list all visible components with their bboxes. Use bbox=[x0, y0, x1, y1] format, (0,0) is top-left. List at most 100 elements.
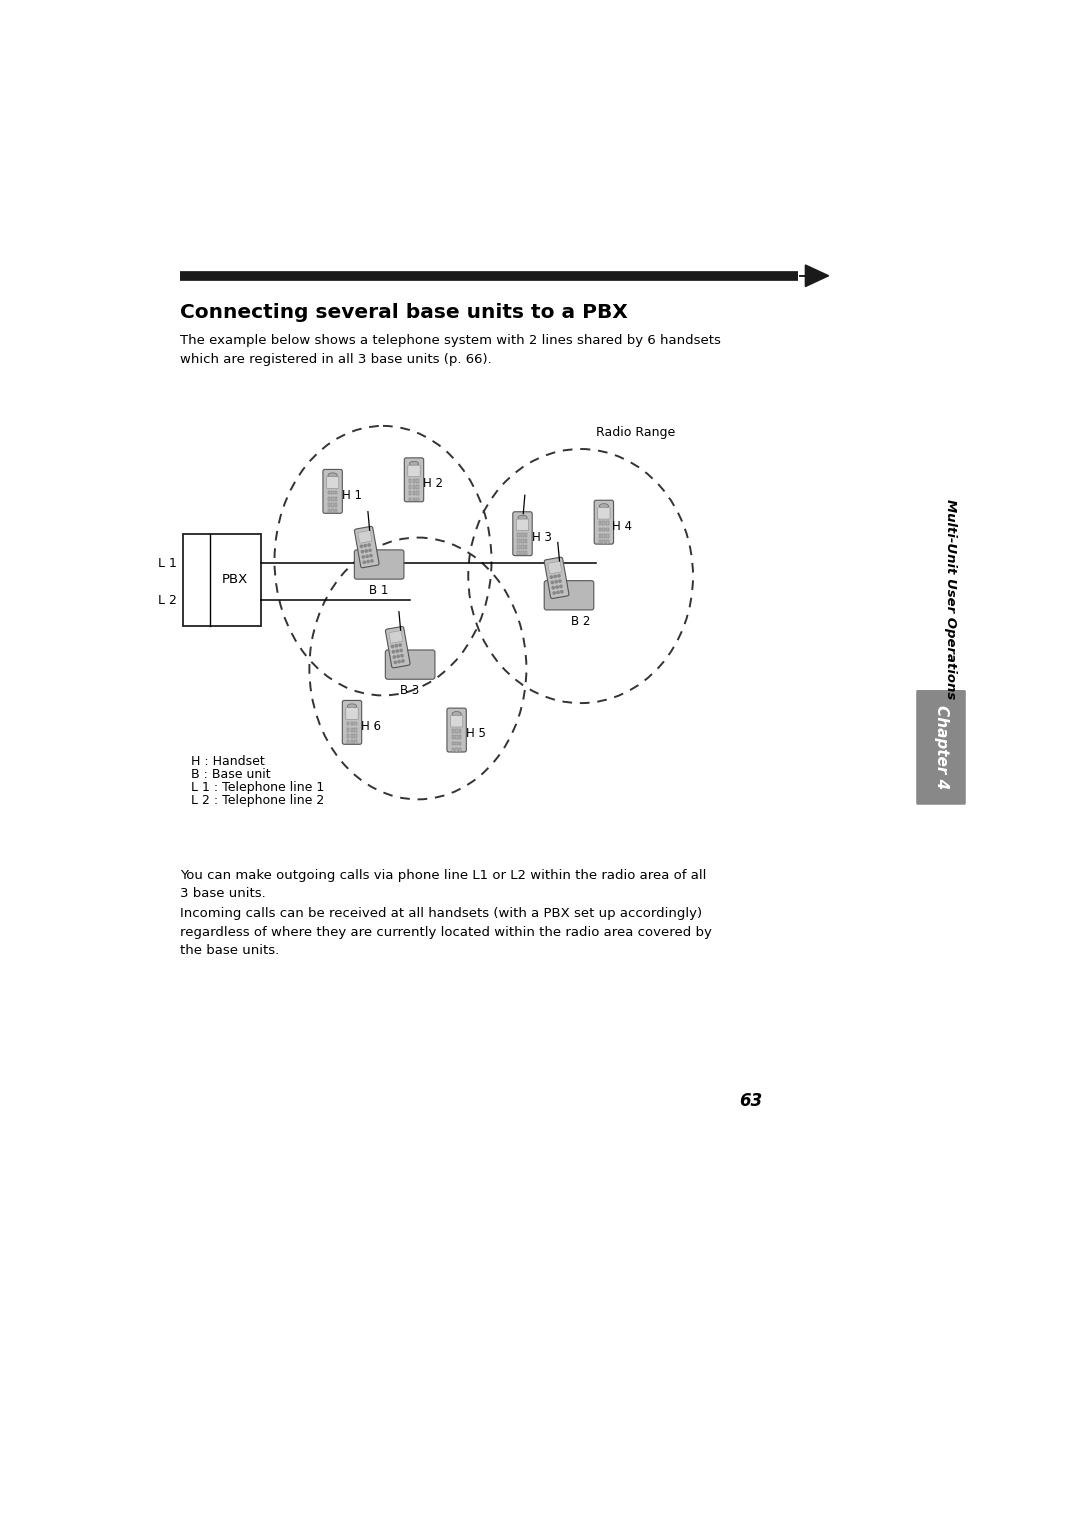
FancyBboxPatch shape bbox=[386, 626, 410, 668]
Bar bbox=[183, 533, 260, 626]
Ellipse shape bbox=[451, 712, 461, 717]
Text: 63: 63 bbox=[740, 1093, 762, 1109]
Circle shape bbox=[557, 591, 559, 593]
Text: H 4: H 4 bbox=[611, 520, 632, 533]
Circle shape bbox=[402, 660, 404, 662]
Bar bbox=[451, 735, 454, 740]
Bar bbox=[354, 727, 356, 732]
FancyBboxPatch shape bbox=[389, 631, 403, 643]
Circle shape bbox=[363, 561, 365, 564]
Text: L 2 : Telephone line 2: L 2 : Telephone line 2 bbox=[191, 795, 324, 807]
Bar bbox=[521, 533, 524, 536]
Circle shape bbox=[370, 559, 373, 562]
Bar bbox=[606, 527, 608, 532]
Circle shape bbox=[364, 544, 366, 547]
Bar bbox=[332, 503, 334, 507]
Bar bbox=[409, 486, 411, 489]
Text: L 1 : Telephone line 1: L 1 : Telephone line 1 bbox=[191, 781, 324, 795]
Bar bbox=[416, 486, 419, 489]
Bar bbox=[332, 509, 334, 513]
FancyBboxPatch shape bbox=[447, 707, 467, 752]
Circle shape bbox=[368, 544, 370, 545]
Bar bbox=[598, 521, 602, 526]
Bar bbox=[525, 533, 527, 536]
Circle shape bbox=[396, 649, 399, 652]
Text: B 2: B 2 bbox=[571, 614, 591, 628]
FancyBboxPatch shape bbox=[408, 465, 420, 477]
Bar bbox=[521, 539, 524, 542]
Ellipse shape bbox=[409, 461, 419, 466]
Circle shape bbox=[369, 549, 372, 552]
Ellipse shape bbox=[348, 704, 356, 709]
FancyBboxPatch shape bbox=[513, 512, 532, 556]
Bar bbox=[521, 552, 524, 555]
Text: H 6: H 6 bbox=[362, 720, 381, 733]
Bar bbox=[603, 521, 605, 526]
FancyBboxPatch shape bbox=[548, 561, 562, 575]
Bar bbox=[451, 729, 454, 733]
Bar bbox=[517, 539, 519, 542]
Bar bbox=[451, 747, 454, 752]
FancyBboxPatch shape bbox=[404, 458, 423, 501]
Bar bbox=[517, 552, 519, 555]
Bar bbox=[525, 545, 527, 549]
Bar bbox=[347, 721, 350, 726]
Bar bbox=[459, 729, 461, 733]
FancyBboxPatch shape bbox=[544, 581, 594, 610]
Circle shape bbox=[394, 662, 396, 663]
Circle shape bbox=[362, 556, 365, 558]
FancyBboxPatch shape bbox=[594, 500, 613, 544]
Text: Multi-Unit User Operations: Multi-Unit User Operations bbox=[944, 500, 957, 700]
Circle shape bbox=[552, 587, 554, 588]
Circle shape bbox=[559, 585, 562, 588]
FancyBboxPatch shape bbox=[597, 507, 610, 520]
Circle shape bbox=[362, 550, 364, 553]
Text: L 1: L 1 bbox=[158, 556, 177, 570]
Text: H : Handset: H : Handset bbox=[191, 755, 265, 767]
Circle shape bbox=[550, 576, 553, 578]
Text: H 5: H 5 bbox=[465, 727, 486, 741]
Bar bbox=[335, 490, 337, 495]
Text: The example below shows a telephone system with 2 lines shared by 6 handsets
whi: The example below shows a telephone syst… bbox=[180, 333, 720, 365]
FancyBboxPatch shape bbox=[323, 469, 342, 513]
Bar bbox=[409, 480, 411, 483]
FancyBboxPatch shape bbox=[342, 700, 362, 744]
Circle shape bbox=[397, 660, 401, 663]
FancyBboxPatch shape bbox=[450, 715, 463, 727]
Circle shape bbox=[401, 654, 403, 657]
Circle shape bbox=[399, 643, 402, 646]
Bar bbox=[455, 729, 458, 733]
Bar bbox=[517, 545, 519, 549]
Bar bbox=[525, 552, 527, 555]
Bar bbox=[347, 733, 350, 738]
Bar bbox=[416, 480, 419, 483]
Circle shape bbox=[558, 581, 562, 582]
Circle shape bbox=[369, 555, 373, 556]
Bar bbox=[327, 497, 330, 501]
Bar bbox=[416, 492, 419, 495]
Circle shape bbox=[367, 561, 369, 562]
Ellipse shape bbox=[517, 515, 527, 520]
Bar bbox=[347, 727, 350, 732]
FancyBboxPatch shape bbox=[354, 527, 379, 568]
Bar bbox=[351, 733, 353, 738]
FancyBboxPatch shape bbox=[326, 477, 339, 489]
Bar bbox=[451, 741, 454, 746]
Bar bbox=[598, 527, 602, 532]
FancyArrow shape bbox=[799, 264, 828, 287]
Bar bbox=[327, 490, 330, 495]
Bar bbox=[603, 539, 605, 544]
Bar bbox=[413, 492, 415, 495]
Circle shape bbox=[365, 550, 367, 552]
Bar bbox=[603, 527, 605, 532]
Bar bbox=[409, 492, 411, 495]
FancyBboxPatch shape bbox=[357, 530, 372, 542]
Bar bbox=[455, 735, 458, 740]
Text: Incoming calls can be received at all handsets (with a PBX set up accordingly)
r: Incoming calls can be received at all ha… bbox=[180, 908, 712, 957]
Bar bbox=[603, 533, 605, 538]
Circle shape bbox=[555, 581, 557, 582]
Text: Radio Range: Radio Range bbox=[596, 426, 675, 439]
Bar bbox=[521, 545, 524, 549]
Circle shape bbox=[553, 591, 555, 594]
Circle shape bbox=[392, 651, 394, 652]
